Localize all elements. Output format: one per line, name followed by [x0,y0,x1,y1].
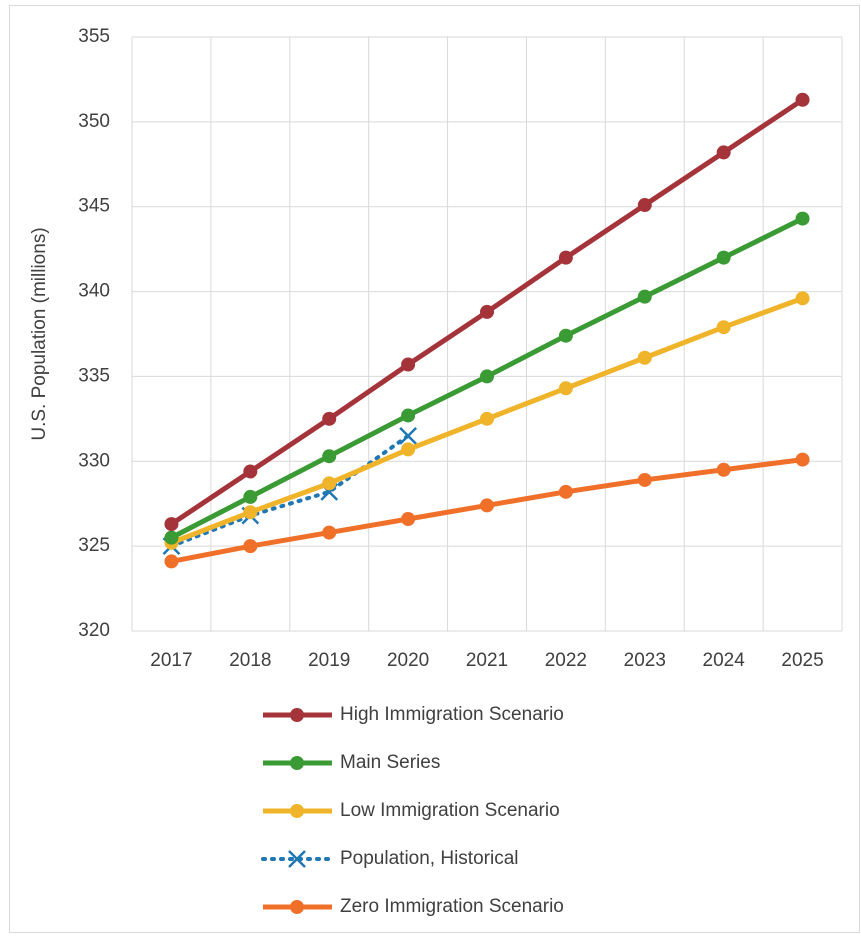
legend-label: Low Immigration Scenario [340,800,560,821]
marker [401,408,416,423]
marker [164,517,179,532]
x-tick-label: 2020 [387,650,429,671]
marker [558,328,573,343]
legend-item: Zero Immigration Scenario [263,896,564,917]
x-tick-label: 2023 [624,650,666,671]
marker [322,525,337,540]
marker [290,804,304,818]
marker [401,511,416,526]
marker [290,900,304,914]
x-tick-label: 2022 [545,650,587,671]
marker [716,320,731,335]
legend-label: Main Series [340,752,440,773]
legend-label: Population, Historical [340,848,518,869]
marker [322,476,337,491]
marker [795,452,810,467]
legend-label: High Immigration Scenario [340,704,564,725]
marker [480,498,494,513]
marker [401,357,416,372]
marker [322,449,337,464]
legend-item: Population, Historical [261,848,518,869]
y-tick-label: 340 [78,281,110,302]
marker [637,472,652,487]
y-axis-label: U.S. Population (millions) [29,227,50,440]
x-tick-label: 2017 [150,650,192,671]
y-tick-label: 320 [78,620,110,641]
marker [795,291,810,306]
marker [795,92,810,107]
marker [637,198,652,213]
marker [290,756,304,770]
x-tick-label: 2024 [703,650,746,671]
marker [164,554,179,569]
x-tick-label: 2019 [308,650,350,671]
y-tick-label: 350 [78,111,110,132]
y-tick-label: 345 [78,196,110,217]
marker [243,489,258,504]
marker [716,145,731,160]
x-tick-label: 2021 [466,650,508,671]
marker [795,211,810,226]
x-tick-label: 2018 [229,650,271,671]
y-tick-label: 330 [78,450,110,471]
marker [637,289,652,304]
marker [480,369,494,384]
marker [558,250,573,265]
marker [558,484,573,499]
y-tick-label: 355 [78,26,110,47]
marker [716,250,731,265]
marker [399,426,417,445]
marker [480,411,494,426]
marker [716,462,731,477]
marker [637,350,652,365]
marker [480,304,494,319]
marker [288,850,306,868]
marker [164,530,179,545]
legend-label: Zero Immigration Scenario [340,896,564,917]
marker [290,708,304,722]
legend-item: Low Immigration Scenario [263,800,560,821]
y-tick-label: 325 [78,535,110,556]
marker [243,464,258,479]
marker [243,539,258,554]
marker [401,442,416,457]
x-tick-label: 2025 [781,650,823,671]
marker [558,381,573,396]
legend-item: High Immigration Scenario [263,704,564,725]
marker [243,505,258,520]
y-tick-label: 335 [78,365,110,386]
legend-item: Main Series [263,752,440,773]
marker [322,411,337,426]
